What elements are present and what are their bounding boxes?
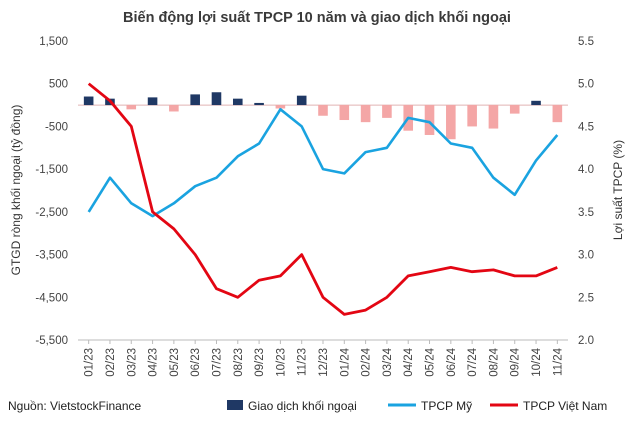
left-tick-label: 1,500 xyxy=(39,36,68,48)
flow-bar xyxy=(83,96,94,106)
x-tick-label: 03/23 xyxy=(126,348,138,377)
left-axis-title: GTGD ròng khối ngoại (tỷ đồng) xyxy=(9,105,23,276)
flow-bar xyxy=(488,105,499,129)
legend-label-bars: Giao dịch khối ngoại xyxy=(248,399,357,413)
x-tick-label: 10/23 xyxy=(275,348,287,377)
flow-bar xyxy=(211,92,222,106)
right-axis-ticks: 5.5 5.0 4.5 4.0 3.5 3.0 2.5 2.0 xyxy=(578,36,594,347)
x-tick-label: 07/24 xyxy=(467,347,479,376)
left-tick-label: -1,500 xyxy=(35,164,68,176)
flow-bar xyxy=(275,105,286,109)
flow-bar xyxy=(531,100,541,106)
x-tick-label: 12/23 xyxy=(318,348,330,377)
flow-bar xyxy=(147,97,158,106)
x-tick-label: 08/23 xyxy=(233,348,245,377)
left-tick-label: -500 xyxy=(45,121,68,133)
x-tick-label: 02/23 xyxy=(105,348,117,377)
left-axis-ticks: 1,500 500 -500 -1,500 -2,500 -3,500 -4,500 -5,5… xyxy=(35,36,68,347)
right-tick-label: 3.0 xyxy=(578,250,594,262)
x-tick-label: 11/23 xyxy=(297,348,309,376)
tpcp-vn-line xyxy=(87,82,558,316)
right-tick-label: 2.5 xyxy=(578,292,594,304)
flow-bar xyxy=(126,105,137,110)
x-tick-label: 04/23 xyxy=(148,348,160,377)
left-tick-label: 500 xyxy=(49,79,68,91)
bars-group xyxy=(83,92,563,140)
right-tick-label: 4.5 xyxy=(578,121,594,133)
legend: Giao dịch khối ngoại TPCP Mỹ TPCP Việt N… xyxy=(227,399,607,413)
flow-bar xyxy=(446,105,456,140)
flow-bar xyxy=(424,105,435,135)
x-tick-label: 01/24 xyxy=(339,347,351,376)
x-tick-label: 09/24 xyxy=(510,347,522,376)
flow-bar xyxy=(509,105,520,114)
flow-bar xyxy=(339,105,350,121)
flow-bar xyxy=(254,102,264,106)
x-tick-label: 06/23 xyxy=(190,348,202,377)
right-tick-label: 4.0 xyxy=(578,164,594,176)
x-tick-label: 04/24 xyxy=(403,347,415,376)
right-tick-label: 5.0 xyxy=(578,79,594,91)
flow-bar xyxy=(552,105,563,123)
right-tick-label: 5.5 xyxy=(578,36,594,48)
flow-bar xyxy=(232,98,243,106)
right-tick-label: 3.5 xyxy=(578,207,594,219)
flow-bar xyxy=(318,105,328,116)
x-tick-label: 09/23 xyxy=(254,348,266,377)
chart-title: Biến động lợi suất TPCP 10 năm và giao d… xyxy=(123,10,511,26)
left-tick-label: -5,500 xyxy=(35,335,68,347)
x-tick-label: 02/24 xyxy=(361,347,373,376)
x-tick-label: 07/23 xyxy=(211,348,223,377)
legend-swatch-bars xyxy=(227,400,243,410)
x-tick-label: 01/23 xyxy=(84,348,96,377)
x-tick-label: 06/24 xyxy=(446,347,458,376)
flow-bar xyxy=(382,105,392,118)
flow-bar xyxy=(467,105,477,127)
left-tick-label: -4,500 xyxy=(35,292,68,304)
tpcp-my-line xyxy=(87,108,559,218)
x-tick-label: 11/24 xyxy=(552,347,564,376)
right-tick-label: 2.0 xyxy=(578,335,594,347)
x-axis-ticks: 01/23 02/23 03/23 04/23 05/23 06/23 07/23 08/23… xyxy=(84,340,564,377)
x-tick-label: 05/24 xyxy=(425,347,437,376)
left-tick-label: -3,500 xyxy=(35,250,68,262)
flow-bar xyxy=(169,105,179,112)
right-axis-title: Lợi suất TPCP (%) xyxy=(611,140,625,240)
flow-bar xyxy=(360,105,371,123)
source-label: Nguồn: VietstockFinance xyxy=(8,399,142,413)
flow-bar xyxy=(296,95,307,106)
legend-label-my: TPCP Mỹ xyxy=(421,399,472,413)
x-tick-label: 08/24 xyxy=(488,347,500,376)
x-tick-label: 05/23 xyxy=(169,348,181,377)
legend-label-vn: TPCP Việt Nam xyxy=(523,399,607,413)
flow-bar xyxy=(190,94,200,106)
x-tick-label: 10/24 xyxy=(531,347,543,376)
x-tick-label: 03/24 xyxy=(382,347,394,376)
left-tick-label: -2,500 xyxy=(35,207,68,219)
